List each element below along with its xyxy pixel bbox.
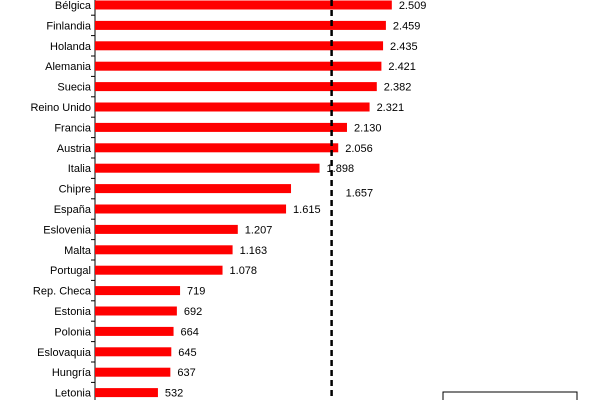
value-label: 2.382 [384, 82, 412, 94]
bar [95, 143, 339, 153]
category-label: Italia [68, 163, 92, 175]
value-label: 2.459 [393, 20, 421, 32]
bar [95, 204, 287, 214]
bar [95, 224, 238, 234]
value-label: 2.509 [399, 0, 427, 12]
value-label: 1.898 [327, 163, 355, 175]
value-label: 2.435 [390, 41, 418, 53]
value-label: 2.421 [388, 61, 416, 73]
bar [95, 306, 177, 316]
value-label: 692 [184, 306, 202, 318]
category-label: Portugal [50, 265, 91, 277]
value-label: 1.657 [346, 188, 374, 200]
bar [95, 347, 172, 357]
value-label: 2.130 [354, 122, 382, 134]
category-label: Eslovaquia [37, 347, 92, 359]
bar [95, 388, 158, 398]
bar [95, 265, 223, 275]
value-label: 1.078 [230, 265, 258, 277]
value-label: 532 [165, 388, 183, 400]
value-label: 645 [178, 347, 196, 359]
value-label: 664 [181, 326, 199, 338]
value-label: 1.163 [240, 245, 268, 257]
category-label: Francia [54, 122, 92, 134]
category-label: Finlandia [46, 20, 92, 32]
value-label: 1.207 [245, 224, 273, 236]
bar [95, 286, 181, 296]
bar [95, 163, 320, 173]
bars [95, 0, 392, 398]
category-label: Austria [57, 143, 92, 155]
category-label: Rep. Checa [33, 286, 92, 298]
bar [95, 61, 382, 71]
value-label: 637 [177, 367, 195, 379]
value-label: 1.615 [293, 204, 321, 216]
category-label: Estonia [54, 306, 92, 318]
category-label: España [54, 204, 92, 216]
bar [95, 102, 370, 112]
category-label: Suecia [57, 82, 92, 94]
category-label: Malta [64, 245, 92, 257]
bar [95, 82, 377, 92]
bar [95, 245, 233, 255]
category-label: Chipre [59, 184, 91, 196]
bar [95, 20, 386, 30]
value-label: 2.056 [345, 143, 373, 155]
category-label: Polonia [54, 326, 92, 338]
bar [95, 41, 384, 51]
bar [95, 0, 392, 10]
category-label: Eslovenia [43, 224, 92, 236]
category-label: Holanda [50, 41, 92, 53]
category-label: Bélgica [55, 0, 92, 12]
value-label: 2.321 [377, 102, 405, 114]
value-labels: 2.509 2.459 2.435 2.421 2.382 2.321 2.130 2.056… [165, 0, 426, 400]
bar [95, 367, 171, 377]
category-label: Letonia [55, 388, 92, 400]
category-label: Reino Unido [30, 102, 91, 114]
bar [95, 184, 292, 194]
bar [95, 326, 174, 336]
category-labels: Bélgica Finlandia Holanda Alemania Suecia Rei… [30, 0, 91, 400]
legend-box [442, 391, 578, 400]
category-label: Alemania [45, 61, 92, 73]
value-label: 719 [187, 286, 205, 298]
axis-ticks [91, 14, 95, 383]
bar [95, 122, 347, 132]
category-label: Hungría [52, 367, 92, 379]
